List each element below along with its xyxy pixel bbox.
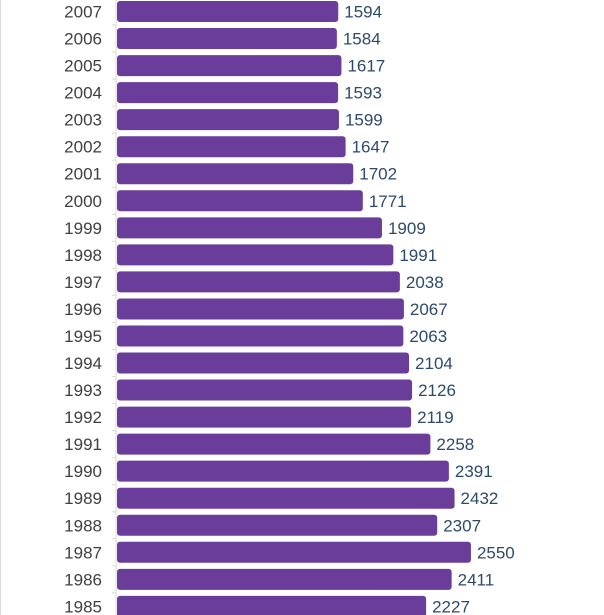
data-label-1999: 1909 [388,219,426,238]
data-label-2002: 1647 [352,138,390,157]
bar-1999 [117,217,382,239]
category-label-2007: 2007 [64,3,102,22]
data-label-1990: 2391 [455,462,493,481]
data-label-2001: 1702 [359,165,397,184]
bar-1992 [117,406,412,428]
category-label-1990: 1990 [64,462,102,481]
bar-2006 [117,28,337,50]
bar-1998 [117,244,394,266]
bar-2007 [117,1,339,22]
bar-1988 [117,514,438,536]
bar-2005 [117,55,342,77]
bar-1996 [117,298,404,320]
data-label-1995: 2063 [409,327,447,346]
data-label-2007: 1594 [344,3,382,22]
bar-2002 [117,136,346,158]
category-label-1991: 1991 [64,435,102,454]
category-label-1986: 1986 [64,570,102,589]
category-label-1997: 1997 [64,273,102,292]
data-label-1988: 2307 [443,516,481,535]
category-label-1999: 1999 [64,219,102,238]
data-label-1992: 2119 [417,408,454,427]
category-label-2001: 2001 [64,165,102,184]
data-label-1987: 2550 [477,543,515,562]
bar-2001 [117,163,354,185]
data-label-1998: 1991 [399,246,437,265]
category-label-1994: 1994 [64,354,102,373]
category-label-2000: 2000 [64,192,102,211]
data-label-1993: 2126 [418,381,456,400]
data-label-1991: 2258 [436,435,474,454]
data-label-1989: 2432 [461,489,499,508]
data-label-1997: 2038 [406,273,444,292]
category-label-1985: 1985 [64,597,102,615]
bar-2003 [117,109,339,131]
data-label-2004: 1593 [344,84,382,103]
bar-1985 [117,595,427,615]
data-label-2000: 1771 [369,192,407,211]
bar-1989 [117,487,455,509]
category-label-1998: 1998 [64,246,102,265]
data-label-1986: 2411 [458,570,495,589]
bar-2000 [117,190,363,212]
category-label-2006: 2006 [64,30,102,49]
data-label-1996: 2067 [410,300,448,319]
category-label-2002: 2002 [64,138,102,157]
category-label-2005: 2005 [64,57,102,76]
category-label-2003: 2003 [64,111,102,130]
category-label-1989: 1989 [64,489,102,508]
category-label-1988: 1988 [64,516,102,535]
category-label-1993: 1993 [64,381,102,400]
category-label-1996: 1996 [64,300,102,319]
chart-left-border [0,0,1,615]
data-label-2005: 1617 [347,57,385,76]
bar-1986 [117,568,452,590]
data-label-1985: 2227 [432,597,470,615]
bar-1994 [117,352,410,374]
bar-1997 [117,271,400,293]
data-label-1994: 2104 [415,354,453,373]
category-label-1995: 1995 [64,327,102,346]
bar-2004 [117,82,339,104]
category-label-2004: 2004 [64,84,102,103]
data-label-2006: 1584 [343,30,381,49]
bar-1987 [117,541,471,563]
bar-1993 [117,379,413,401]
bar-1995 [117,325,404,347]
bar-1991 [117,433,431,455]
category-label-1992: 1992 [64,408,102,427]
category-label-1987: 1987 [64,543,102,562]
data-label-2003: 1599 [345,111,383,130]
bar-1990 [117,460,449,482]
